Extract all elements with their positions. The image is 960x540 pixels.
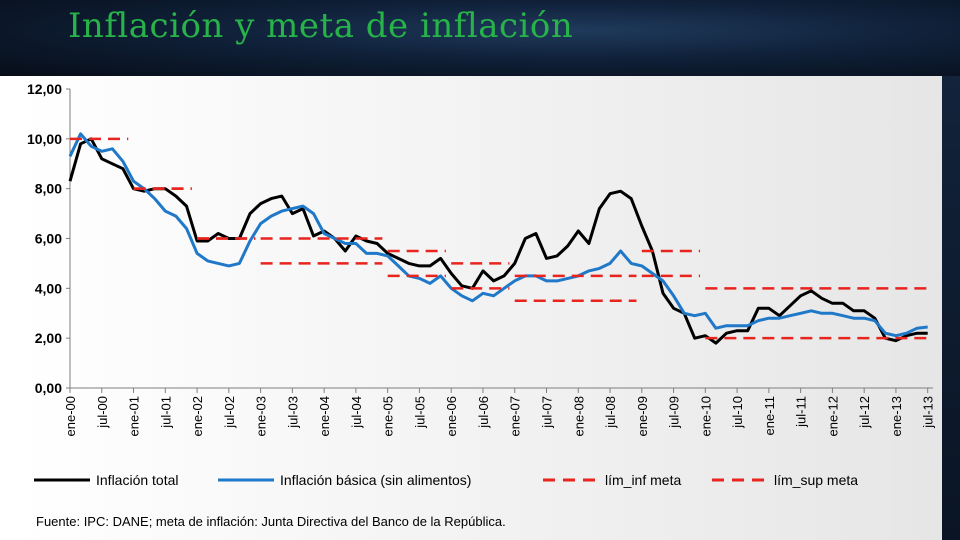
x-tick-label: ene-08 [571, 396, 586, 436]
y-axis-ticks: 0,00 2,00 4,00 6,00 8,00 10,00 12,00 [27, 81, 70, 396]
x-tick-label: ene-04 [317, 396, 332, 436]
legend-label: lím_inf meta [605, 472, 681, 488]
x-tick-label: jul-07 [540, 396, 555, 429]
chart-panel [0, 76, 942, 540]
y-tick-label: 12,00 [27, 81, 62, 97]
x-tick-label: jul-03 [285, 396, 300, 429]
chart-legend: Inflación total Inflación básica (sin ali… [34, 472, 858, 488]
inflaci-n-b-sica-sin-alimentos--series [68, 132, 928, 338]
slide-title: Inflación y meta de inflación [68, 6, 574, 46]
x-tick-label: jul-04 [349, 396, 364, 429]
slide-edge [942, 76, 960, 540]
x-tick-label: ene-00 [63, 396, 78, 436]
x-tick-label: jul-13 [921, 396, 936, 429]
x-tick-label: jul-08 [603, 396, 618, 429]
x-tick-label: ene-10 [698, 396, 713, 436]
panel-background [0, 76, 942, 540]
y-tick-label: 2,00 [35, 330, 62, 346]
x-tick-label: jul-02 [222, 396, 237, 429]
y-tick-label: 0,00 [35, 380, 62, 396]
y-tick-label: 8,00 [35, 181, 62, 197]
x-tick-label: jul-06 [476, 396, 491, 429]
legend-label: Inflación total [96, 472, 179, 488]
x-tick-label: jul-10 [730, 396, 745, 429]
x-tick-label: ene-11 [762, 396, 777, 436]
x-tick-label: jul-12 [857, 396, 872, 429]
slide-header: Inflación y meta de inflación [0, 0, 960, 76]
y-tick-label: 6,00 [35, 231, 62, 247]
x-tick-label: jul-11 [794, 396, 809, 428]
y-tick-label: 4,00 [35, 280, 62, 296]
x-tick-label: ene-07 [508, 396, 523, 436]
inflaci-n-total-series [68, 137, 928, 345]
x-tick-label: ene-13 [889, 396, 904, 436]
x-tick-label: jul-05 [412, 396, 427, 429]
x-tick-label: jul-01 [158, 396, 173, 429]
x-tick-label: ene-12 [825, 396, 840, 436]
x-tick-label: ene-05 [381, 396, 396, 436]
x-tick-label: ene-09 [635, 396, 650, 436]
source-note: Fuente: IPC: DANE; meta de inflación: Ju… [36, 514, 506, 529]
x-tick-label: ene-03 [254, 396, 269, 436]
legend-label: Inflación básica (sin alimentos) [280, 472, 471, 488]
x-tick-label: ene-06 [444, 396, 459, 436]
chart-series [68, 132, 933, 345]
legend-label: lím_sup meta [774, 472, 858, 488]
x-tick-label: ene-02 [190, 396, 205, 436]
x-tick-label: ene-01 [127, 396, 142, 436]
x-tick-label: jul-09 [667, 396, 682, 429]
x-tick-label: jul-00 [95, 396, 110, 429]
x-axis-ticks: ene-00 jul-00 ene-01 jul-01 ene-02 jul-02 ene-… [63, 388, 936, 436]
y-tick-label: 10,00 [27, 131, 62, 147]
